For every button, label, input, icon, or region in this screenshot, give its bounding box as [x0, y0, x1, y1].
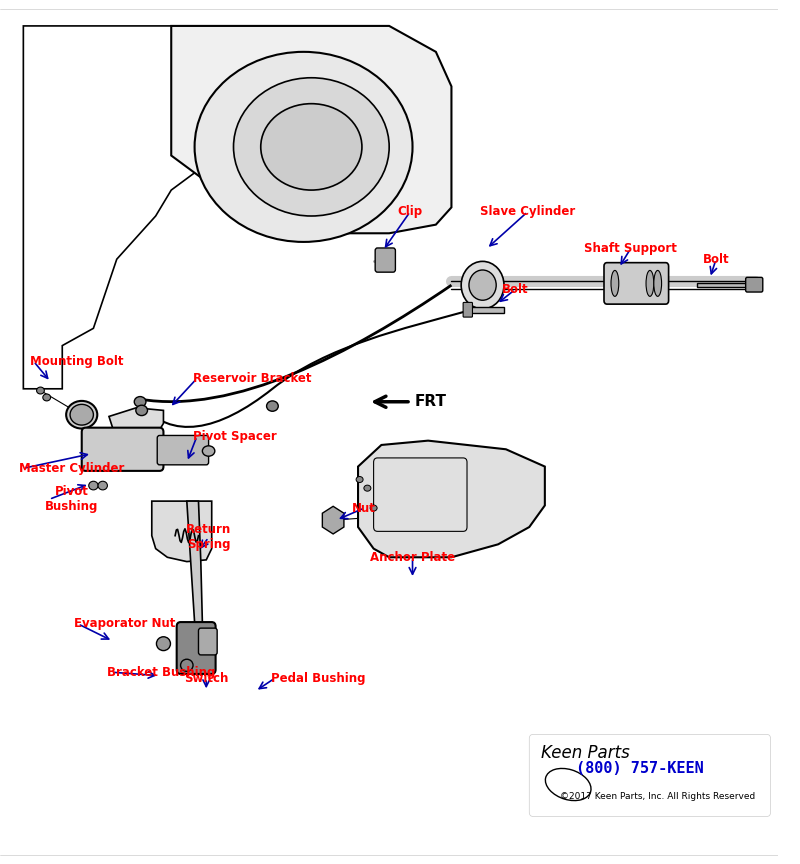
Text: Master Cylinder: Master Cylinder	[19, 461, 125, 475]
Ellipse shape	[70, 404, 94, 425]
Ellipse shape	[646, 270, 654, 296]
Ellipse shape	[98, 481, 107, 490]
FancyBboxPatch shape	[177, 622, 216, 674]
Ellipse shape	[37, 387, 44, 394]
Text: Nut: Nut	[352, 501, 376, 515]
FancyBboxPatch shape	[746, 277, 762, 292]
Text: FRT: FRT	[415, 394, 447, 410]
Polygon shape	[171, 26, 451, 233]
Text: Shaft Support: Shaft Support	[584, 242, 677, 256]
Ellipse shape	[234, 78, 389, 216]
Text: Keen Parts: Keen Parts	[545, 749, 649, 768]
Polygon shape	[358, 441, 545, 557]
FancyBboxPatch shape	[82, 428, 163, 471]
Text: Pivot Spacer: Pivot Spacer	[193, 429, 277, 443]
FancyBboxPatch shape	[530, 734, 770, 816]
Text: Bolt: Bolt	[502, 283, 529, 296]
Polygon shape	[187, 501, 202, 631]
Text: ©2017 Keen Parts, Inc. All Rights Reserved: ©2017 Keen Parts, Inc. All Rights Reserv…	[561, 795, 756, 804]
Ellipse shape	[66, 401, 98, 429]
Ellipse shape	[611, 270, 618, 296]
Ellipse shape	[181, 659, 193, 671]
Ellipse shape	[43, 394, 50, 401]
Ellipse shape	[461, 262, 504, 309]
FancyBboxPatch shape	[158, 435, 209, 465]
Text: Mounting Bolt: Mounting Bolt	[30, 354, 123, 368]
Text: Reservoir Bracket: Reservoir Bracket	[193, 372, 311, 385]
Text: Slave Cylinder: Slave Cylinder	[480, 205, 575, 219]
Text: Pivot
Bushing: Pivot Bushing	[45, 486, 98, 513]
Ellipse shape	[654, 270, 662, 296]
FancyBboxPatch shape	[463, 302, 473, 317]
Text: Switch: Switch	[184, 671, 229, 685]
Polygon shape	[152, 501, 212, 562]
Ellipse shape	[136, 405, 147, 416]
Text: Anchor Plate: Anchor Plate	[370, 550, 455, 564]
Text: Clip: Clip	[398, 205, 422, 219]
Text: Pedal Bushing: Pedal Bushing	[271, 671, 366, 685]
Ellipse shape	[134, 397, 146, 407]
Ellipse shape	[194, 52, 413, 242]
Ellipse shape	[266, 401, 278, 411]
Text: (800) 757-KEEN: (800) 757-KEEN	[576, 761, 704, 777]
Polygon shape	[109, 408, 163, 442]
Text: Bolt: Bolt	[702, 252, 730, 266]
Ellipse shape	[202, 446, 215, 456]
Ellipse shape	[261, 104, 362, 190]
Text: (800) 757-KEEN: (800) 757-KEEN	[576, 770, 704, 785]
Ellipse shape	[364, 486, 371, 491]
FancyBboxPatch shape	[604, 263, 669, 304]
Ellipse shape	[356, 477, 363, 482]
Text: ©2017 Keen Parts, Inc. All Rights Reserved: ©2017 Keen Parts, Inc. All Rights Reserv…	[561, 792, 756, 801]
Text: Return
Spring: Return Spring	[186, 524, 231, 551]
Text: Keen Parts: Keen Parts	[541, 745, 630, 762]
FancyBboxPatch shape	[375, 248, 395, 272]
Polygon shape	[697, 283, 751, 287]
Text: Evaporator Nut: Evaporator Nut	[74, 617, 175, 631]
Ellipse shape	[89, 481, 98, 490]
Ellipse shape	[157, 637, 170, 651]
Text: Bracket Bushing: Bracket Bushing	[107, 665, 216, 679]
Polygon shape	[467, 307, 504, 313]
FancyBboxPatch shape	[198, 628, 217, 655]
Ellipse shape	[469, 270, 496, 301]
Ellipse shape	[370, 505, 377, 511]
